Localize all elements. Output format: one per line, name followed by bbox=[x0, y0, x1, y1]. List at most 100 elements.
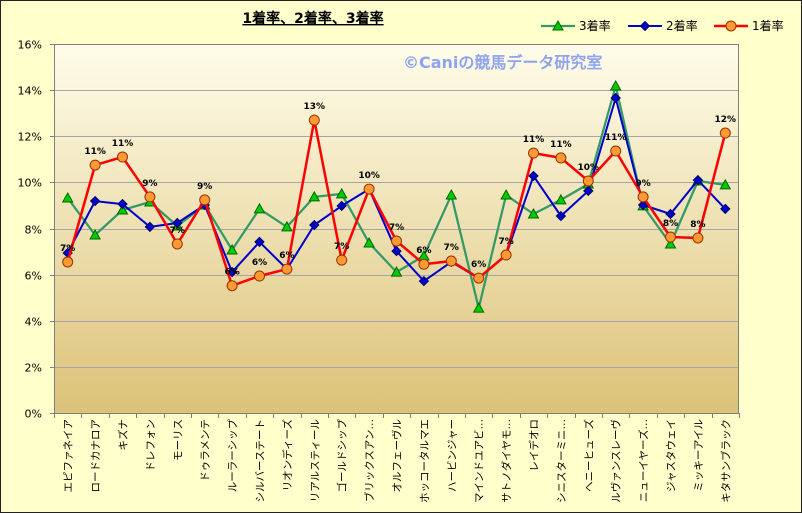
legend-marker bbox=[639, 20, 651, 32]
data-label-win-rate: 8% bbox=[690, 220, 705, 230]
series-second-place-rate bbox=[62, 92, 731, 287]
axes: 0% 2% 4% 6% 8% 10% 12% 14% 16% エピファネイア ロードカナロア キズナ ド… bbox=[18, 39, 740, 503]
data-label-win-rate: 11% bbox=[523, 135, 545, 145]
marker-third-place-rate bbox=[281, 220, 293, 232]
marker-win-rate bbox=[391, 235, 402, 247]
marker-second-place-rate bbox=[418, 275, 430, 287]
data-label-win-rate: 9% bbox=[142, 179, 157, 189]
marker-second-place-rate bbox=[172, 217, 183, 229]
x-tick-label: リアルスティール bbox=[309, 419, 321, 502]
marker-win-rate bbox=[144, 191, 156, 203]
marker-win-rate bbox=[610, 145, 622, 157]
legend-label: 3着率 bbox=[579, 18, 611, 33]
marker-third-place-rate bbox=[89, 228, 101, 240]
data-label-win-rate: 9% bbox=[635, 179, 650, 189]
x-tick-label: ニューイヤーズ… bbox=[637, 419, 650, 502]
marker-third-place-rate bbox=[500, 189, 512, 200]
data-label-win-rate: 6% bbox=[279, 251, 294, 261]
marker-third-place-rate bbox=[335, 187, 348, 199]
data-label-win-rate: 6% bbox=[416, 246, 431, 256]
marker-win-rate bbox=[199, 194, 211, 206]
y-tick-label: 16% bbox=[18, 39, 42, 52]
legend-marker bbox=[552, 19, 564, 31]
marker-second-place-rate bbox=[665, 208, 676, 220]
x-tick-label: ブリックスアン… bbox=[363, 419, 376, 502]
data-label-win-rate: 7% bbox=[170, 226, 185, 236]
y-tick-label: 12% bbox=[18, 131, 42, 144]
data-label-win-rate: 10% bbox=[358, 171, 380, 181]
marker-third-place-rate bbox=[472, 302, 485, 313]
y-tick-label: 10% bbox=[18, 177, 42, 190]
marker-win-rate bbox=[308, 114, 320, 126]
legend: 3着率 2着率 1着率 bbox=[541, 18, 784, 33]
x-tick-label: キズナ bbox=[117, 419, 130, 451]
marker-win-rate bbox=[637, 191, 649, 203]
marker-third-place-rate bbox=[363, 236, 375, 248]
x-tick-label: ルーラーシップ bbox=[227, 419, 239, 493]
marker-third-place-rate bbox=[390, 266, 403, 277]
marker-second-place-rate bbox=[226, 266, 238, 278]
marker-second-place-rate bbox=[391, 245, 402, 257]
watermark: ©Caniの競馬データ研究室 bbox=[403, 53, 602, 72]
x-tick-label: シニスターミニ… bbox=[556, 419, 568, 503]
marker-win-rate bbox=[692, 232, 704, 244]
marker-win-rate bbox=[254, 270, 265, 282]
data-label-win-rate: 11% bbox=[605, 133, 627, 143]
x-tick-label: ハービンジャー bbox=[446, 419, 458, 492]
marker-third-place-rate bbox=[719, 178, 732, 190]
legend-marker bbox=[725, 20, 737, 32]
marker-second-place-rate bbox=[89, 195, 101, 207]
marker-second-place-rate bbox=[144, 221, 156, 233]
marker-win-rate bbox=[473, 272, 485, 284]
marker-third-place-rate bbox=[308, 190, 321, 202]
marker-win-rate bbox=[363, 183, 375, 195]
data-label-win-rate: 10% bbox=[578, 163, 600, 173]
marker-second-place-rate bbox=[528, 170, 539, 182]
marker-third-place-rate bbox=[253, 202, 266, 214]
marker-win-rate bbox=[281, 263, 293, 275]
series-win-rate bbox=[62, 114, 731, 292]
x-tick-label: ミッキーアイル bbox=[693, 419, 705, 492]
data-label-win-rate: 11% bbox=[550, 140, 572, 150]
y-tick-label: 0% bbox=[25, 408, 42, 421]
data-label-win-rate: 6% bbox=[224, 268, 239, 278]
x-tick-label: ゴールドシップ bbox=[336, 419, 349, 493]
data-label-win-rate: 7% bbox=[389, 223, 404, 233]
marker-third-place-rate bbox=[555, 193, 567, 205]
data-label-win-rate: 7% bbox=[444, 243, 459, 253]
marker-second-place-rate bbox=[692, 174, 704, 186]
marker-win-rate bbox=[665, 231, 676, 243]
marker-third-place-rate bbox=[61, 192, 74, 203]
marker-second-place-rate bbox=[117, 198, 128, 210]
marker-win-rate bbox=[336, 254, 348, 266]
marker-win-rate bbox=[719, 127, 731, 139]
marker-second-place-rate bbox=[309, 219, 320, 231]
marker-win-rate bbox=[555, 152, 567, 164]
x-tick-label: リオンディーズ bbox=[281, 419, 294, 491]
data-label-win-rate: 7% bbox=[498, 237, 513, 247]
legend-label: 1着率 bbox=[752, 18, 784, 33]
x-tick-label: キタサンブラック bbox=[719, 419, 732, 503]
marker-win-rate bbox=[445, 255, 457, 267]
x-tick-label: ジャスタウェイ bbox=[666, 419, 678, 492]
marker-win-rate bbox=[418, 258, 430, 270]
data-label-win-rate: 7% bbox=[334, 242, 349, 252]
marker-second-place-rate bbox=[555, 210, 567, 222]
x-tick-label: エピファネイア bbox=[63, 419, 75, 493]
x-tick-label: シルバーステート bbox=[255, 419, 267, 502]
marker-third-place-rate bbox=[527, 207, 540, 219]
y-tick-label: 14% bbox=[18, 85, 42, 98]
marker-win-rate bbox=[171, 238, 183, 250]
y-tick-label: 8% bbox=[25, 224, 42, 237]
x-tick-label: ロードカナロア bbox=[90, 419, 102, 493]
marker-second-place-rate bbox=[336, 200, 347, 212]
data-label-win-rate: 6% bbox=[471, 260, 486, 270]
marker-win-rate bbox=[62, 256, 74, 268]
data-label-win-rate: 13% bbox=[304, 102, 326, 112]
legend-item-win-rate: 1着率 bbox=[714, 18, 784, 33]
x-tick-label: サトノダイヤモ… bbox=[500, 419, 513, 503]
marker-win-rate bbox=[582, 175, 594, 187]
x-tick-label: オルフェーヴル bbox=[391, 419, 404, 493]
